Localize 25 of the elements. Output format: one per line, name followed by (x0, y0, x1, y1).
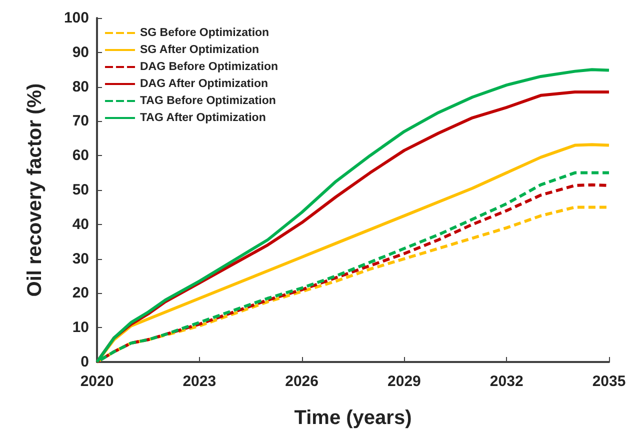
y-tick-label: 90 (72, 44, 89, 61)
x-tick-label: 2032 (490, 373, 524, 390)
y-tick-label: 70 (72, 112, 89, 130)
y-tick-label: 30 (72, 250, 89, 268)
legend-label: TAG After Optimization (140, 112, 266, 124)
x-tick-label: 2020 (80, 373, 114, 390)
y-tick-label: 50 (72, 182, 89, 198)
legend-label: DAG Before Optimization (140, 61, 278, 73)
y-tick-label: 80 (72, 78, 89, 96)
legend-label: SG After Optimization (140, 44, 260, 56)
legend-label: TAG Before Optimization (140, 95, 276, 107)
x-tick-label: 2035 (592, 373, 626, 390)
y-tick-label: 0 (80, 354, 89, 370)
y-tick-label: 100 (64, 10, 89, 26)
y-tick-label: 40 (72, 216, 89, 233)
x-tick-label: 2023 (182, 373, 216, 390)
y-tick-label: 20 (72, 284, 89, 302)
x-tick-label: 2026 (285, 373, 318, 390)
y-tick-label: 10 (72, 319, 89, 336)
legend-label: SG Before Optimization (140, 27, 270, 39)
y-axis-title: Oil recovery factor (%) (24, 83, 46, 297)
x-axis-title: Time (years) (294, 407, 412, 429)
y-tick-label: 60 (72, 147, 89, 164)
x-tick-label: 2029 (388, 373, 421, 390)
legend-label: DAG After Optimization (140, 78, 268, 90)
